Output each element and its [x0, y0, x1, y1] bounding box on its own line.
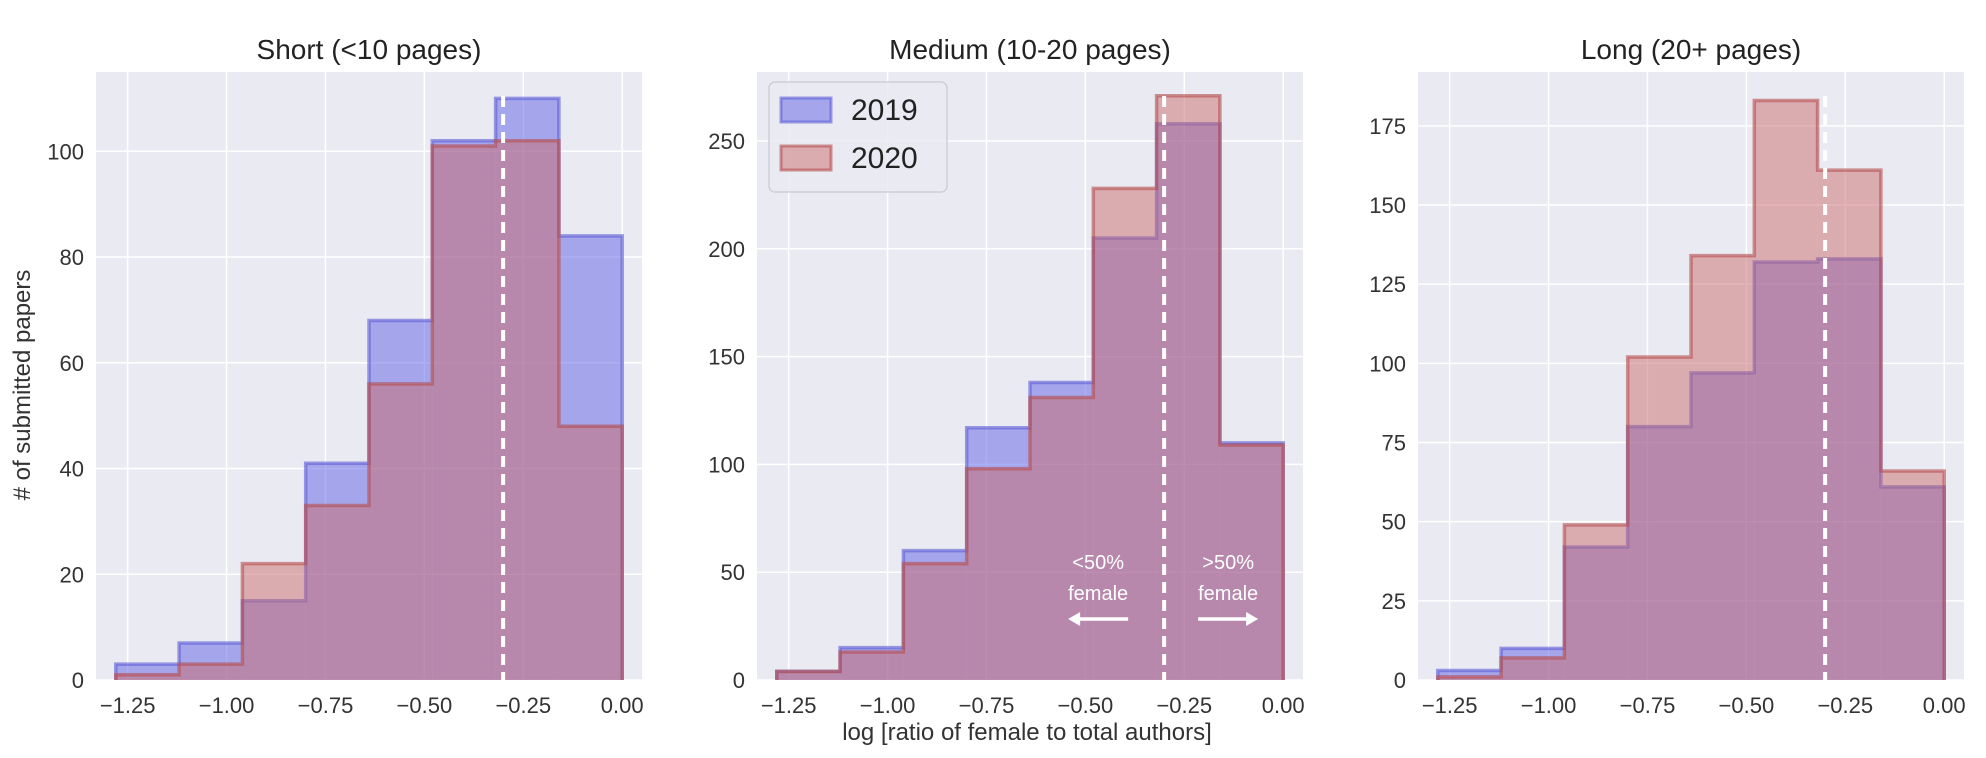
x-tick-label: −0.75: [959, 693, 1015, 718]
bar-2020-bin-8: [1219, 444, 1284, 680]
panel-2: Medium (10-20 pages) −1.25 −1.00 −0.75 −0.50…: [708, 34, 1304, 718]
outline-2020: [775, 93, 1285, 680]
x-tick-label: 0.00: [1923, 693, 1966, 718]
y-axis-label: # of submitted papers: [9, 270, 36, 501]
bar-2020-bin-8: [1880, 471, 1945, 680]
outline-2020: [1436, 98, 1946, 680]
annotation-line2: female: [1198, 583, 1258, 605]
x-tick-label: 0.00: [601, 693, 644, 718]
annotation-line1: <50%: [1072, 552, 1124, 574]
x-tick-label: −1.25: [100, 693, 156, 718]
x-tick-label: −1.00: [1521, 693, 1577, 718]
bar-2020-bin-2: [840, 651, 904, 680]
panel-title: Medium (10-20 pages): [889, 34, 1171, 65]
bar-2020-bin-5: [1030, 397, 1094, 680]
bar-2020-bin-2: [179, 664, 243, 680]
legend: 2019 2020: [768, 81, 948, 193]
series-2020: [1436, 98, 1946, 680]
panel-title: Short (<10 pages): [257, 34, 482, 65]
y-tick-label: 0: [733, 668, 745, 693]
bar-2020-bin-1: [115, 674, 180, 680]
y-tick-label: 50: [721, 560, 745, 585]
legend-swatch-2020: [779, 144, 833, 172]
bar-2020-bin-5: [1691, 255, 1755, 680]
panel-title: Long (20+ pages): [1581, 34, 1801, 65]
outline-2020: [114, 138, 624, 680]
y-tick-label: 125: [1369, 272, 1406, 297]
bar-2020-bin-6: [432, 146, 496, 680]
legend-label: 2020: [851, 142, 918, 175]
x-tick-label: −0.50: [1058, 693, 1114, 718]
bar-2020-bin-3: [1564, 524, 1628, 680]
bar-2020-bin-7: [1817, 170, 1881, 680]
y-tick-label: 200: [708, 237, 745, 262]
y-tick-label: 100: [708, 452, 745, 477]
annotation-line1: >50%: [1202, 552, 1254, 574]
annotation-line2: female: [1068, 583, 1128, 605]
x-tick-label: −1.25: [761, 693, 817, 718]
bar-2020-bin-5: [369, 383, 433, 680]
bar-2020-bin-8: [558, 426, 623, 680]
y-tick-label: 60: [60, 351, 84, 376]
y-tick-label: 80: [60, 245, 84, 270]
x-tick-label: −0.50: [1719, 693, 1775, 718]
x-tick-label: −1.00: [199, 693, 255, 718]
x-tick-label: −0.25: [1817, 693, 1873, 718]
x-tick-label: −0.50: [397, 693, 453, 718]
x-tick-label: −1.25: [1422, 693, 1478, 718]
y-tick-label: 25: [1382, 589, 1406, 614]
bar-2020-bin-4: [966, 468, 1030, 680]
annotations: <50% female >50% female: [1068, 552, 1258, 626]
bar-2020-bin-2: [1501, 657, 1565, 680]
x-tick-label: −0.75: [298, 693, 354, 718]
bar-2020-bin-6: [1093, 188, 1157, 680]
bar-2020-bin-6: [1754, 100, 1818, 680]
y-tick-label: 100: [1369, 351, 1406, 376]
bar-2020-bin-7: [495, 140, 559, 680]
panel-1: Short (<10 pages) −1.25 −1.00 −0.75 −0.50 −0.…: [47, 34, 643, 718]
x-tick-label: 0.00: [1262, 693, 1305, 718]
y-tick-label: 0: [1394, 668, 1406, 693]
bar-2020-bin-4: [1627, 357, 1691, 680]
series-2020: [114, 138, 624, 680]
y-tick-label: 50: [1382, 510, 1406, 535]
y-tick-label: 250: [708, 129, 745, 154]
bar-2020-bin-3: [903, 563, 967, 680]
y-tick-label: 150: [708, 345, 745, 370]
bar-2020-bin-3: [242, 563, 306, 680]
y-tick-label: 20: [60, 562, 84, 587]
panels: Short (<10 pages) −1.25 −1.00 −0.75 −0.50 −0.…: [47, 34, 1965, 718]
legend-label: 2019: [851, 94, 918, 127]
x-tick-label: −0.25: [1156, 693, 1212, 718]
y-tick-label: 0: [72, 668, 84, 693]
bar-2020-bin-7: [1156, 95, 1220, 680]
arrow-head-icon: [1068, 612, 1081, 626]
series-2020: [775, 93, 1285, 680]
x-tick-label: −1.00: [860, 693, 916, 718]
y-tick-label: 75: [1382, 431, 1406, 456]
bar-2020-bin-4: [305, 505, 369, 680]
x-tick-label: −0.75: [1620, 693, 1676, 718]
y-tick-label: 100: [47, 139, 84, 164]
arrow-head-icon: [1246, 612, 1259, 626]
panel-3: Long (20+ pages) −1.25 −1.00 −0.75 −0.50 −0.2…: [1369, 34, 1965, 718]
y-tick-label: 150: [1369, 193, 1406, 218]
y-tick-label: 175: [1369, 114, 1406, 139]
x-tick-label: −0.25: [495, 693, 551, 718]
y-tick-label: 40: [60, 457, 84, 482]
legend-swatch-2019: [779, 96, 833, 124]
x-axis-label: log [ratio of female to total authors]: [842, 719, 1212, 746]
bar-2020-bin-1: [776, 671, 841, 680]
